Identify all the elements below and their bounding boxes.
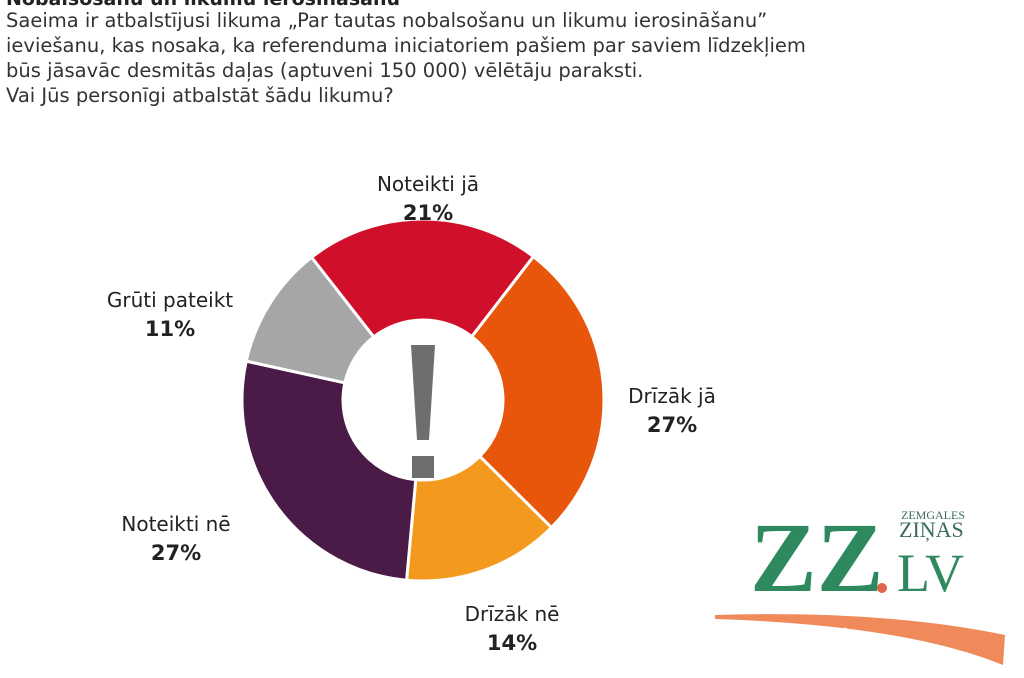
logo-swoosh (715, 614, 1005, 665)
logo-zz: ZZ (750, 502, 883, 613)
survey-question: Saeima ir atbalstījusi likuma „Par tauta… (6, 9, 806, 107)
slice-1 (469, 254, 606, 530)
exclamation-dot (412, 456, 434, 478)
exclamation-icon (411, 345, 435, 440)
logo-dot (877, 583, 887, 593)
slice-4 (244, 255, 376, 385)
label-slice-3: Noteikti nē 27% (121, 512, 231, 565)
slice-0 (309, 217, 536, 340)
label-slice-4: Grūti pateikt 11% (106, 288, 234, 341)
slice-3 (240, 359, 418, 582)
slice-2 (404, 454, 554, 583)
label-slice-0: Noteikti jā 21% (376, 172, 480, 225)
logo-small-top: ZEMGALES (901, 508, 965, 522)
logo-lv: LV (897, 543, 964, 603)
label-slice-1: Drīzāk jā 27% (628, 384, 716, 437)
zz-lv-logo: acis vaļā! ZZ LV ZEMGALES ZIŅAS (715, 502, 1005, 665)
logo-small-bottom: ZIŅAS (899, 517, 964, 542)
cut-off-title: Nobalsošanu un likumu ierosināšanu (6, 0, 400, 10)
label-slice-2: Drīzāk nē 14% (464, 602, 560, 655)
